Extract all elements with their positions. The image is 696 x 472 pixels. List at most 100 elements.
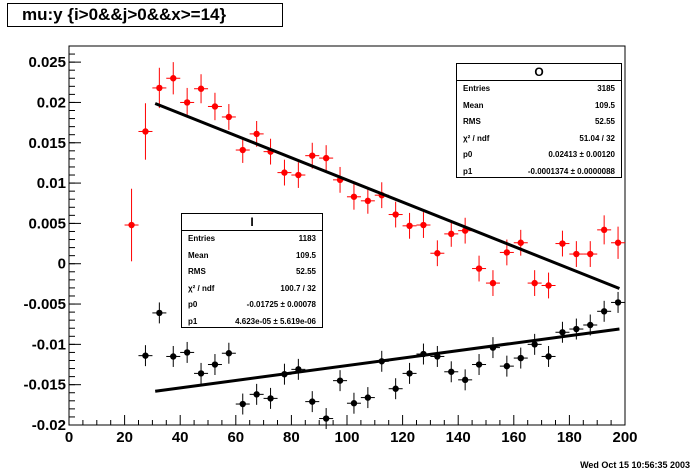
stats-box-i: I Entries 1183 Mean 109.5 RMS 52.55 χ² / ndf 10… bbox=[181, 213, 323, 328]
stats-value: 52.55 bbox=[295, 267, 316, 276]
axes: 0 20 40 60 80 100 120 140 160 180 200 -0.02 -0.015 -0… bbox=[23, 45, 638, 446]
stats-title-o: O bbox=[457, 64, 621, 81]
stats-row: χ² / ndf 100.7 / 32 bbox=[182, 281, 322, 298]
data-point bbox=[444, 220, 459, 247]
marker bbox=[336, 377, 344, 384]
marker bbox=[573, 250, 580, 258]
stats-label: χ² / ndf bbox=[463, 133, 490, 143]
data-point bbox=[263, 387, 278, 409]
stats-value: -0.0001374 ± 0.0000088 bbox=[527, 166, 615, 176]
x-tick-label: 80 bbox=[283, 429, 300, 446]
stats-label: Mean bbox=[463, 100, 484, 110]
stats-label: p0 bbox=[463, 150, 473, 159]
marker bbox=[545, 282, 552, 289]
fit-line bbox=[154, 102, 620, 290]
data-point bbox=[611, 291, 626, 313]
data-point bbox=[194, 74, 209, 104]
stats-label: p1 bbox=[188, 316, 198, 326]
marker bbox=[392, 385, 399, 392]
marker bbox=[239, 400, 246, 408]
data-point bbox=[360, 387, 375, 409]
data-point bbox=[346, 392, 361, 414]
stats-label: Entries bbox=[188, 234, 216, 243]
marker bbox=[600, 226, 608, 234]
marker bbox=[322, 154, 330, 162]
marker bbox=[503, 362, 511, 370]
data-point bbox=[430, 240, 445, 267]
stats-row: Mean 109.5 bbox=[182, 248, 322, 265]
x-tick-label: 120 bbox=[390, 429, 415, 446]
marker bbox=[350, 400, 358, 407]
data-point bbox=[388, 201, 403, 228]
data-point bbox=[416, 212, 431, 238]
data-point bbox=[138, 103, 153, 160]
data-point bbox=[360, 187, 375, 214]
stats-value: 109.5 bbox=[295, 250, 316, 260]
marker bbox=[614, 239, 622, 246]
data-point bbox=[305, 142, 320, 169]
marker bbox=[573, 325, 580, 333]
stats-label: Mean bbox=[188, 250, 209, 260]
marker bbox=[128, 221, 135, 229]
marker bbox=[406, 222, 413, 230]
marker bbox=[197, 370, 205, 377]
stats-row: p0 -0.01725 ± 0.00078 bbox=[182, 297, 322, 314]
marker bbox=[225, 113, 233, 121]
data-point bbox=[152, 302, 167, 324]
marker bbox=[322, 415, 330, 422]
x-tick-label: 180 bbox=[557, 429, 582, 446]
stats-label: RMS bbox=[463, 117, 481, 126]
data-point bbox=[291, 162, 306, 188]
marker bbox=[156, 84, 163, 92]
data-point bbox=[346, 183, 361, 210]
data-point bbox=[583, 241, 598, 267]
data-point bbox=[527, 270, 542, 296]
marker bbox=[211, 103, 219, 110]
x-tick-label: 20 bbox=[116, 429, 133, 446]
x-tick-label: 200 bbox=[612, 429, 637, 446]
x-tick-label: 0 bbox=[65, 429, 73, 446]
marker bbox=[461, 376, 469, 384]
marker bbox=[600, 308, 608, 315]
marker bbox=[475, 265, 483, 272]
data-point bbox=[152, 67, 167, 109]
data-point bbox=[555, 321, 570, 343]
marker bbox=[170, 353, 177, 360]
data-point bbox=[194, 362, 209, 384]
marker bbox=[517, 239, 524, 246]
marker bbox=[545, 353, 552, 360]
data-point bbox=[319, 145, 334, 171]
data-point bbox=[402, 362, 417, 384]
marker bbox=[559, 329, 566, 336]
stats-value: 1183 bbox=[298, 234, 316, 243]
marker bbox=[350, 193, 358, 200]
data-point bbox=[249, 383, 264, 405]
y-tick-label: 0 bbox=[58, 256, 66, 273]
marker bbox=[267, 395, 274, 402]
stats-row: RMS 52.55 bbox=[182, 264, 322, 281]
fit-line bbox=[154, 327, 620, 393]
data-point bbox=[513, 347, 528, 369]
stats-row: p1 -0.0001374 ± 0.0000088 bbox=[457, 164, 621, 181]
marker bbox=[309, 152, 316, 159]
stats-rows-i: Entries 1183 Mean 109.5 RMS 52.55 χ² / ndf 100.… bbox=[182, 231, 322, 330]
data-point bbox=[207, 354, 222, 376]
marker bbox=[225, 350, 233, 357]
stats-row: p1 4.623e-05 ± 5.619e-06 bbox=[182, 314, 322, 331]
data-point bbox=[485, 270, 500, 296]
data-point bbox=[472, 255, 487, 282]
data-point bbox=[569, 241, 584, 267]
data-point bbox=[444, 361, 459, 383]
chart-title: mu:y {i>0&&j>0&&x>=14} bbox=[7, 3, 283, 27]
stats-row: Entries 1183 bbox=[182, 231, 322, 248]
marker bbox=[281, 169, 288, 176]
marker bbox=[183, 349, 191, 356]
stats-value: 0.02413 ± 0.00120 bbox=[548, 150, 615, 159]
stats-value: 109.5 bbox=[594, 100, 615, 110]
stats-rows-o: Entries 3185 Mean 109.5 RMS 52.55 χ² / ndf 51.0… bbox=[457, 81, 621, 180]
data-point bbox=[458, 217, 473, 244]
marker bbox=[448, 368, 455, 375]
data-point bbox=[124, 188, 139, 262]
marker bbox=[503, 249, 511, 256]
